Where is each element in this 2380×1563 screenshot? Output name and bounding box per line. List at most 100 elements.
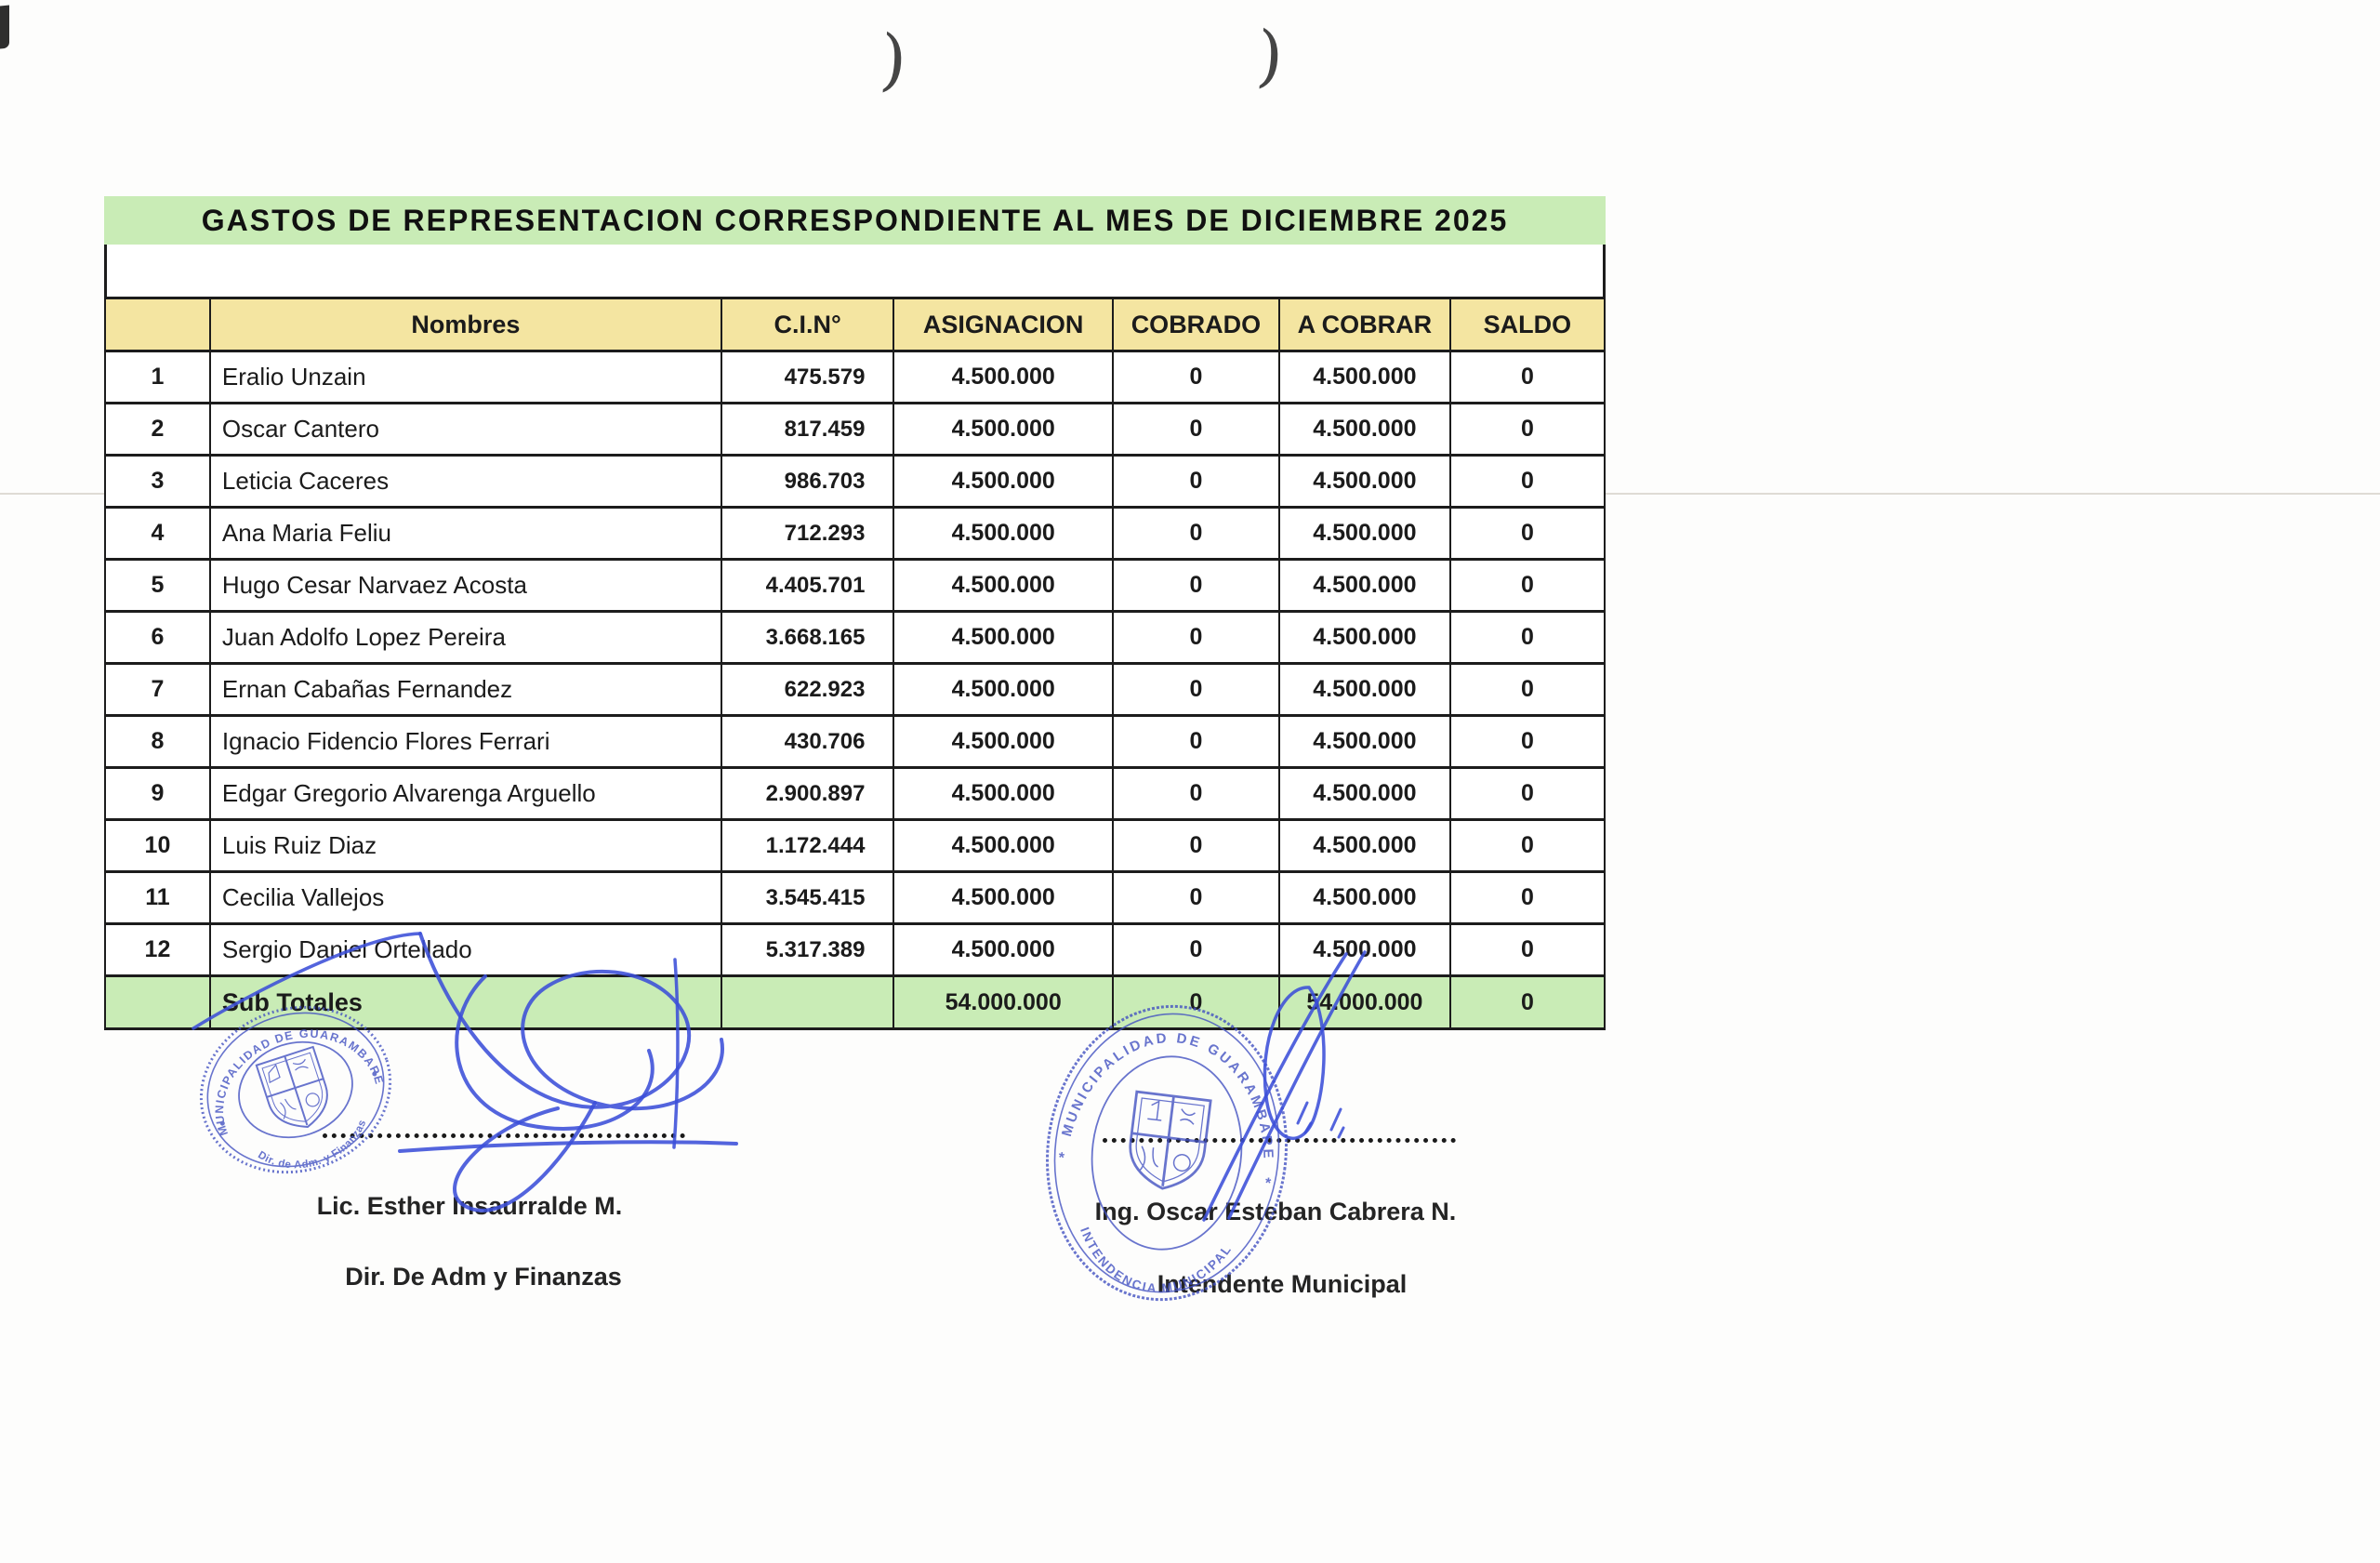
signature-dotted-line [323, 1133, 685, 1138]
table-header-row: Nombres C.I.N° ASIGNACION COBRADO A COBR… [104, 297, 1606, 352]
cell-saldo: 0 [1448, 610, 1606, 665]
cell-a-cobrar: 4.500.000 [1277, 506, 1451, 561]
expense-table: Nombres C.I.N° ASIGNACION COBRADO A COBR… [104, 297, 1606, 1030]
cell-cobrado: 0 [1111, 662, 1280, 717]
binder-ring-mark-icon: ) [1254, 16, 1286, 96]
cell-a-cobrar: 4.500.000 [1277, 662, 1451, 717]
cell-saldo: 0 [1448, 558, 1606, 613]
stamp-arc-text: Dir. de Adm. y Finanzas [254, 1116, 377, 1185]
table-row: 10 Luis Ruiz Diaz 1.172.444 4.500.000 0 … [104, 818, 1606, 873]
scan-corner-mark [0, 5, 9, 49]
subtotal-a-cobrar: 54.000.000 [1277, 974, 1451, 1030]
cell-row-number: 12 [104, 922, 211, 977]
subtotal-cobrado: 0 [1111, 974, 1280, 1030]
cell-nombre: Edgar Gregorio Alvarenga Arguello [208, 766, 722, 821]
cell-saldo: 0 [1448, 766, 1606, 821]
signature-dotted-line [1103, 1138, 1456, 1143]
cell-ci: 712.293 [720, 506, 895, 561]
cell-saldo: 0 [1448, 402, 1606, 457]
cell-a-cobrar: 4.500.000 [1277, 402, 1451, 457]
cell-asignacion: 4.500.000 [892, 922, 1114, 977]
cell-cobrado: 0 [1111, 350, 1280, 404]
cell-nombre: Oscar Cantero [208, 402, 722, 457]
cell-saldo: 0 [1448, 818, 1606, 873]
signer-title-right: Intendente Municipal [1157, 1270, 1408, 1298]
cell-ci: 622.923 [720, 662, 895, 717]
cell-ci: 5.317.389 [720, 922, 895, 977]
cell-ci: 475.579 [720, 350, 895, 404]
cell-ci: 3.545.415 [720, 870, 895, 925]
subtotal-asignacion: 54.000.000 [892, 974, 1114, 1030]
cell-cobrado: 0 [1111, 870, 1280, 925]
cell-row-number: 9 [104, 766, 211, 821]
cell-a-cobrar: 4.500.000 [1277, 610, 1451, 665]
header-ci: C.I.N° [720, 297, 895, 352]
cell-a-cobrar: 4.500.000 [1277, 870, 1451, 925]
cell-a-cobrar: 4.500.000 [1277, 350, 1451, 404]
cell-ci: 817.459 [720, 402, 895, 457]
cell-asignacion: 4.500.000 [892, 714, 1114, 769]
header-nombres: Nombres [208, 297, 722, 352]
cell-nombre: Luis Ruiz Diaz [208, 818, 722, 873]
cell-row-number: 6 [104, 610, 211, 665]
cell-asignacion: 4.500.000 [892, 350, 1114, 404]
cell-row-number: 1 [104, 350, 211, 404]
header-a-cobrar: A COBRAR [1277, 297, 1451, 352]
cell-row-number [104, 974, 211, 1030]
cell-asignacion: 4.500.000 [892, 402, 1114, 457]
expense-report-document: GASTOS DE REPRESENTACION CORRESPONDIENTE… [104, 196, 1606, 1030]
cell-saldo: 0 [1448, 714, 1606, 769]
table-row: 1 Eralio Unzain 475.579 4.500.000 0 4.50… [104, 350, 1606, 404]
cell-saldo: 0 [1448, 870, 1606, 925]
cell-asignacion: 4.500.000 [892, 766, 1114, 821]
header-cobrado: COBRADO [1111, 297, 1280, 352]
signer-name-right: Ing. Oscar Esteban Cabrera N. [1094, 1198, 1457, 1225]
cell-cobrado: 0 [1111, 766, 1280, 821]
cell-nombre: Ignacio Fidencio Flores Ferrari [208, 714, 722, 769]
cell-saldo: 0 [1448, 506, 1606, 561]
subtotal-saldo: 0 [1448, 974, 1606, 1030]
cell-ci: 1.172.444 [720, 818, 895, 873]
cell-cobrado: 0 [1111, 610, 1280, 665]
cell-ci: 2.900.897 [720, 766, 895, 821]
cell-row-number: 2 [104, 402, 211, 457]
table-row: 2 Oscar Cantero 817.459 4.500.000 0 4.50… [104, 402, 1606, 457]
cell-row-number: 7 [104, 662, 211, 717]
table-row: 12 Sergio Daniel Ortellado 5.317.389 4.5… [104, 922, 1606, 977]
cell-row-number: 8 [104, 714, 211, 769]
cell-asignacion: 4.500.000 [892, 558, 1114, 613]
title-spacer-row [104, 245, 1606, 297]
header-row-number [104, 297, 211, 352]
table-row: 8 Ignacio Fidencio Flores Ferrari 430.70… [104, 714, 1606, 769]
cell-saldo: 0 [1448, 454, 1606, 509]
cell-asignacion: 4.500.000 [892, 870, 1114, 925]
table-row: 6 Juan Adolfo Lopez Pereira 3.668.165 4.… [104, 610, 1606, 665]
cell-cobrado: 0 [1111, 922, 1280, 977]
cell-nombre: Sergio Daniel Ortellado [208, 922, 722, 977]
cell-asignacion: 4.500.000 [892, 506, 1114, 561]
table-row: 4 Ana Maria Feliu 712.293 4.500.000 0 4.… [104, 506, 1606, 561]
cell-cobrado: 0 [1111, 558, 1280, 613]
cell-nombre: Hugo Cesar Narvaez Acosta [208, 558, 722, 613]
cell-nombre: Cecilia Vallejos [208, 870, 722, 925]
binder-ring-mark-icon: ) [878, 20, 909, 99]
cell-nombre: Ernan Cabañas Fernandez [208, 662, 722, 717]
cell-ci: 3.668.165 [720, 610, 895, 665]
cell-asignacion: 4.500.000 [892, 662, 1114, 717]
subtotal-label: Sub Totales [208, 974, 722, 1030]
svg-text:Dir. de Adm. y Finanzas: Dir. de Adm. y Finanzas [254, 1116, 377, 1185]
page-title: GASTOS DE REPRESENTACION CORRESPONDIENTE… [104, 196, 1606, 245]
svg-text:*: * [1264, 1175, 1273, 1192]
cell-nombre: Leticia Caceres [208, 454, 722, 509]
cell-a-cobrar: 4.500.000 [1277, 714, 1451, 769]
cell-cobrado: 0 [1111, 818, 1280, 873]
header-saldo: SALDO [1448, 297, 1606, 352]
cell-a-cobrar: 4.500.000 [1277, 454, 1451, 509]
cell-nombre: Juan Adolfo Lopez Pereira [208, 610, 722, 665]
table-row: 7 Ernan Cabañas Fernandez 622.923 4.500.… [104, 662, 1606, 717]
cell-a-cobrar: 4.500.000 [1277, 818, 1451, 873]
cell-saldo: 0 [1448, 922, 1606, 977]
table-row: 5 Hugo Cesar Narvaez Acosta 4.405.701 4.… [104, 558, 1606, 613]
cell-a-cobrar: 4.500.000 [1277, 922, 1451, 977]
cell-cobrado: 0 [1111, 454, 1280, 509]
